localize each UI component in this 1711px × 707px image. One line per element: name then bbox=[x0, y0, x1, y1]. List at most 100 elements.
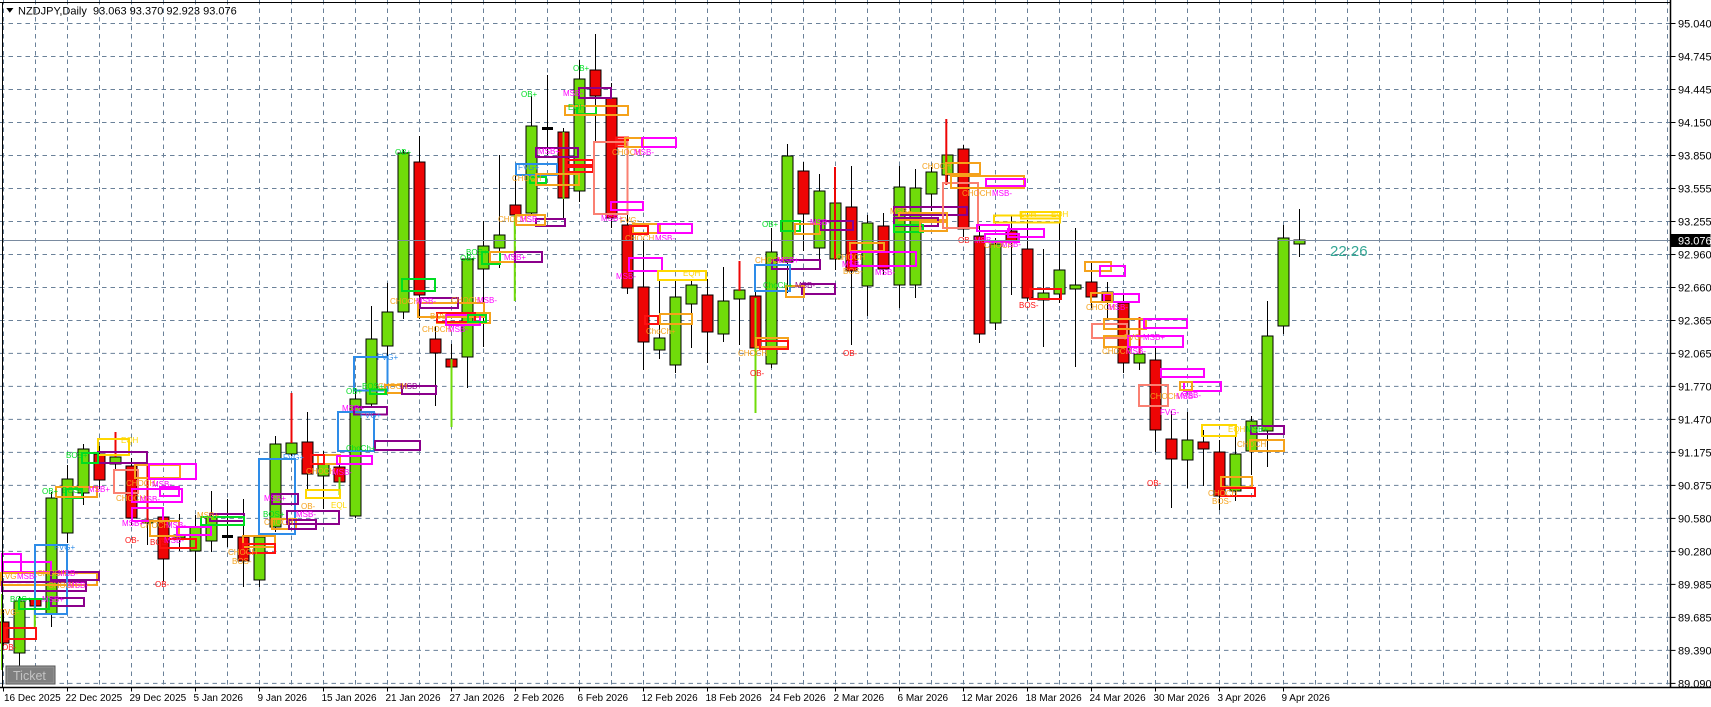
svg-text:BOS-: BOS- bbox=[1212, 497, 1232, 506]
svg-text:MSB-: MSB- bbox=[152, 480, 172, 489]
svg-text:94.150: 94.150 bbox=[1678, 118, 1711, 130]
svg-text:OB-: OB- bbox=[301, 502, 316, 511]
svg-text:MSB-: MSB- bbox=[520, 215, 540, 224]
svg-text:94.745: 94.745 bbox=[1678, 52, 1711, 64]
svg-text:CHOCH: CHOCH bbox=[126, 479, 156, 488]
svg-text:91.175: 91.175 bbox=[1678, 447, 1711, 459]
svg-text:MSB+: MSB+ bbox=[342, 404, 364, 413]
svg-text:18 Feb 2026: 18 Feb 2026 bbox=[706, 693, 763, 704]
svg-text:MSB-: MSB- bbox=[140, 495, 160, 504]
svg-text:OB+: OB+ bbox=[42, 487, 59, 496]
svg-text:MSB-: MSB- bbox=[448, 325, 468, 334]
svg-text:94.445: 94.445 bbox=[1678, 85, 1711, 97]
svg-text:EQH: EQH bbox=[683, 269, 701, 278]
svg-text:MSB-: MSB- bbox=[655, 234, 675, 243]
svg-text:BOS+: BOS+ bbox=[263, 510, 285, 519]
svg-text:MSB-: MSB- bbox=[58, 569, 78, 578]
svg-text:89.390: 89.390 bbox=[1678, 645, 1711, 657]
svg-text:6 Mar 2026: 6 Mar 2026 bbox=[898, 693, 949, 704]
svg-text:89.685: 89.685 bbox=[1678, 612, 1711, 624]
svg-text:22:26: 22:26 bbox=[1330, 243, 1368, 260]
svg-text:93.555: 93.555 bbox=[1678, 184, 1711, 196]
svg-text:24 Mar 2026: 24 Mar 2026 bbox=[1090, 693, 1147, 704]
svg-text:91.770: 91.770 bbox=[1678, 381, 1711, 393]
svg-text:MSB-: MSB- bbox=[616, 272, 636, 281]
svg-text:MSB-: MSB- bbox=[1181, 391, 1201, 400]
svg-text:BOS-: BOS- bbox=[430, 312, 450, 321]
svg-text:CHOCH: CHOCH bbox=[625, 234, 655, 243]
svg-text:CHOCH: CHOCH bbox=[984, 241, 1014, 250]
svg-text:BOS+: BOS+ bbox=[466, 248, 488, 257]
svg-text:MSB-: MSB- bbox=[1001, 240, 1021, 249]
svg-text:MSB+: MSB+ bbox=[197, 511, 219, 520]
svg-text:BOS+: BOS+ bbox=[66, 451, 88, 460]
svg-text:3 Apr 2026: 3 Apr 2026 bbox=[1218, 693, 1267, 704]
svg-text:CHOCH: CHOCH bbox=[48, 581, 78, 590]
svg-text:BOS-: BOS- bbox=[843, 267, 863, 276]
svg-text:MSB-: MSB- bbox=[296, 510, 316, 519]
svg-text:CHOCH: CHOCH bbox=[1102, 347, 1132, 356]
svg-text:FVG+: FVG+ bbox=[54, 543, 75, 552]
svg-text:OB-: OB- bbox=[155, 580, 170, 589]
svg-text:9 Jan 2026: 9 Jan 2026 bbox=[258, 693, 308, 704]
svg-text:27 Jan 2026: 27 Jan 2026 bbox=[450, 693, 505, 704]
svg-text:FVG+: FVG+ bbox=[360, 411, 381, 420]
svg-text:CHOCH: CHOCH bbox=[962, 189, 992, 198]
svg-text:MSB+: MSB+ bbox=[601, 214, 623, 223]
svg-text:CHOCH: CHOCH bbox=[422, 325, 452, 334]
svg-text:BOS-: BOS- bbox=[232, 557, 252, 566]
svg-text:NZDJPY,Daily 93.063 93.370 92: NZDJPY,Daily 93.063 93.370 92.923 93.076 bbox=[18, 6, 237, 18]
svg-text:MSB+: MSB+ bbox=[890, 207, 912, 216]
svg-text:MSB+: MSB+ bbox=[777, 256, 799, 265]
svg-text:CHOCH: CHOCH bbox=[390, 297, 420, 306]
svg-text:FVG: FVG bbox=[0, 572, 16, 581]
svg-text:EQH: EQH bbox=[1019, 210, 1037, 219]
svg-text:16 Dec 2025: 16 Dec 2025 bbox=[4, 693, 61, 704]
svg-text:89.090: 89.090 bbox=[1678, 678, 1711, 690]
svg-text:29 Dec 2025: 29 Dec 2025 bbox=[130, 693, 187, 704]
svg-text:CHOCH: CHOCH bbox=[378, 382, 408, 391]
svg-text:CHOCH: CHOCH bbox=[612, 148, 642, 157]
svg-text:MSB-: MSB- bbox=[875, 268, 895, 277]
svg-text:2 Mar 2026: 2 Mar 2026 bbox=[834, 693, 885, 704]
svg-text:EQH: EQH bbox=[1051, 210, 1069, 219]
svg-text:MSB-: MSB- bbox=[842, 260, 862, 269]
svg-text:OB+: OB+ bbox=[573, 64, 590, 73]
svg-text:MSB-: MSB- bbox=[68, 581, 88, 590]
svg-text:BOS+: BOS+ bbox=[10, 595, 32, 604]
svg-text:CHOCH: CHOCH bbox=[116, 494, 146, 503]
svg-text:MSB-: MSB- bbox=[795, 281, 815, 290]
svg-text:93.255: 93.255 bbox=[1678, 217, 1711, 229]
svg-text:CHOCH: CHOCH bbox=[922, 162, 952, 171]
svg-text:CHOCH: CHOCH bbox=[306, 467, 336, 476]
svg-text:MSB+: MSB+ bbox=[122, 519, 144, 528]
svg-text:93.850: 93.850 bbox=[1678, 151, 1711, 163]
svg-text:93.076: 93.076 bbox=[1678, 236, 1711, 248]
svg-text:ChoCh+: ChoCh+ bbox=[646, 327, 676, 336]
svg-text:CHOCH: CHOCH bbox=[498, 215, 528, 224]
svg-text:89.985: 89.985 bbox=[1678, 579, 1711, 591]
svg-text:6 Feb 2026: 6 Feb 2026 bbox=[578, 693, 629, 704]
svg-text:MSB+: MSB+ bbox=[1143, 333, 1165, 342]
svg-text:CHOCH: CHOCH bbox=[836, 253, 866, 262]
svg-text:FVG+: FVG+ bbox=[283, 453, 304, 462]
svg-text:MSB-: MSB- bbox=[634, 148, 654, 157]
svg-text:ChoCh+: ChoCh+ bbox=[346, 444, 376, 453]
svg-text:92.365: 92.365 bbox=[1678, 316, 1711, 328]
svg-text:OB-: OB- bbox=[2, 643, 17, 652]
svg-text:EQH: EQH bbox=[1228, 425, 1246, 434]
svg-text:92.960: 92.960 bbox=[1678, 250, 1711, 262]
svg-text:95.040: 95.040 bbox=[1678, 19, 1711, 31]
svg-text:12 Mar 2026: 12 Mar 2026 bbox=[962, 693, 1019, 704]
svg-text:OB+: OB+ bbox=[395, 148, 412, 157]
svg-text:MSB-: MSB- bbox=[810, 218, 830, 227]
svg-text:MSB-: MSB- bbox=[166, 521, 186, 530]
svg-text:OB-: OB- bbox=[843, 349, 858, 358]
svg-text:CHOCH: CHOCH bbox=[1237, 440, 1267, 449]
svg-text:CHOCH: CHOCH bbox=[451, 296, 481, 305]
svg-text:18 Mar 2026: 18 Mar 2026 bbox=[1026, 693, 1083, 704]
svg-text:5 Jan 2026: 5 Jan 2026 bbox=[194, 693, 244, 704]
svg-text:OB-: OB- bbox=[750, 369, 765, 378]
svg-text:21 Jan 2026: 21 Jan 2026 bbox=[386, 693, 441, 704]
svg-text:CHOCH: CHOCH bbox=[512, 174, 542, 183]
